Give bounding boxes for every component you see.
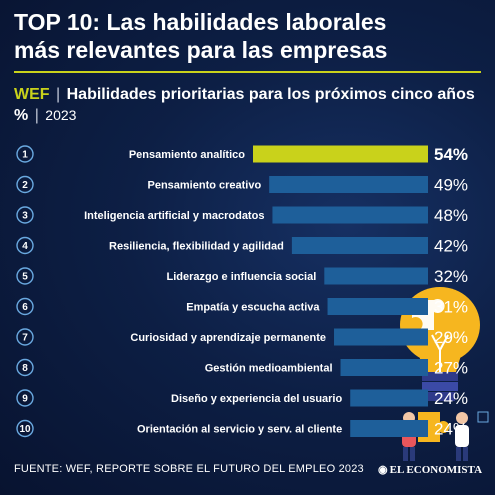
rank-number: 10 [19,424,31,435]
rank-circle [16,358,34,377]
value-label: 31% [434,298,468,317]
category-label: Diseño y experiencia del usuario [171,393,342,405]
value-label: 42% [434,237,468,256]
category-label: Orientación al servicio y serv. al clien… [137,424,342,436]
brand-mark-icon: ◉ [378,464,388,476]
title-divider [14,71,481,73]
category-label: Resiliencia, flexibilidad y agilidad [109,241,284,253]
rank-circle [16,419,34,438]
category-label: Pensamiento analítico [129,149,245,161]
rank-number: 8 [22,363,28,374]
rank-circle [16,206,34,224]
rank-circle [16,267,34,285]
subtitle-year: 2023 [45,107,77,123]
bar [350,389,428,407]
rank-number: 5 [22,272,28,283]
bar [272,206,428,224]
rank-number: 3 [22,211,28,222]
brand-logo: ◉ EL ECONOMISTA [378,463,482,476]
value-label: 29% [434,328,468,347]
category-label: Liderazgo e influencia social [167,271,317,283]
rank-circle [16,145,34,163]
title-line-1: TOP 10: Las habilidades laborales [14,9,387,35]
source-note: FUENTE: WEF, REPORTE SOBRE EL FUTURO DEL… [14,463,364,475]
bar [350,420,428,437]
category-label: Inteligencia artificial y macrodatos [84,210,264,222]
rank-number: 1 [22,150,28,161]
year-separator: | [34,107,39,124]
title-line-2: más relevantes para las empresas [14,37,388,63]
value-label: 32% [434,267,468,286]
page-title: TOP 10: Las habilidades laborales más re… [14,8,484,64]
bar [253,145,428,163]
bar [334,328,428,346]
rank-number: 7 [22,333,28,344]
rank-circle [16,389,34,407]
category-label: Gestión medioambiental [205,363,333,375]
rank-circle [16,297,34,316]
subtitle-separator: | [56,86,61,103]
bar [327,298,428,315]
subtitle-text: Habilidades prioritarias para los próxim… [14,86,475,124]
rank-circle [16,328,34,346]
value-label: 24% [434,389,468,408]
bar [269,176,428,193]
rank-circle [16,236,34,255]
bar [324,267,428,285]
source-tag: WEF [14,86,50,103]
rank-number: 2 [22,180,28,191]
value-label: 49% [434,176,468,195]
rank-number: 4 [22,241,28,252]
rank-circle [16,175,34,194]
category-label: Curiosidad y aprendizaje permanente [130,332,326,344]
category-label: Empatía y escucha activa [186,302,320,314]
bar [291,237,428,254]
chart-subtitle: WEF | Habilidades prioritarias para los … [14,84,484,126]
value-label: 48% [434,206,468,225]
rank-number: 6 [22,302,28,313]
value-label: 24% [434,420,468,439]
bar [340,359,428,376]
brand-name: EL ECONOMISTA [389,464,483,476]
value-label: 27% [434,359,468,378]
category-label: Pensamiento creativo [147,180,261,192]
value-label: 54% [434,145,468,164]
rank-number: 9 [22,394,28,405]
